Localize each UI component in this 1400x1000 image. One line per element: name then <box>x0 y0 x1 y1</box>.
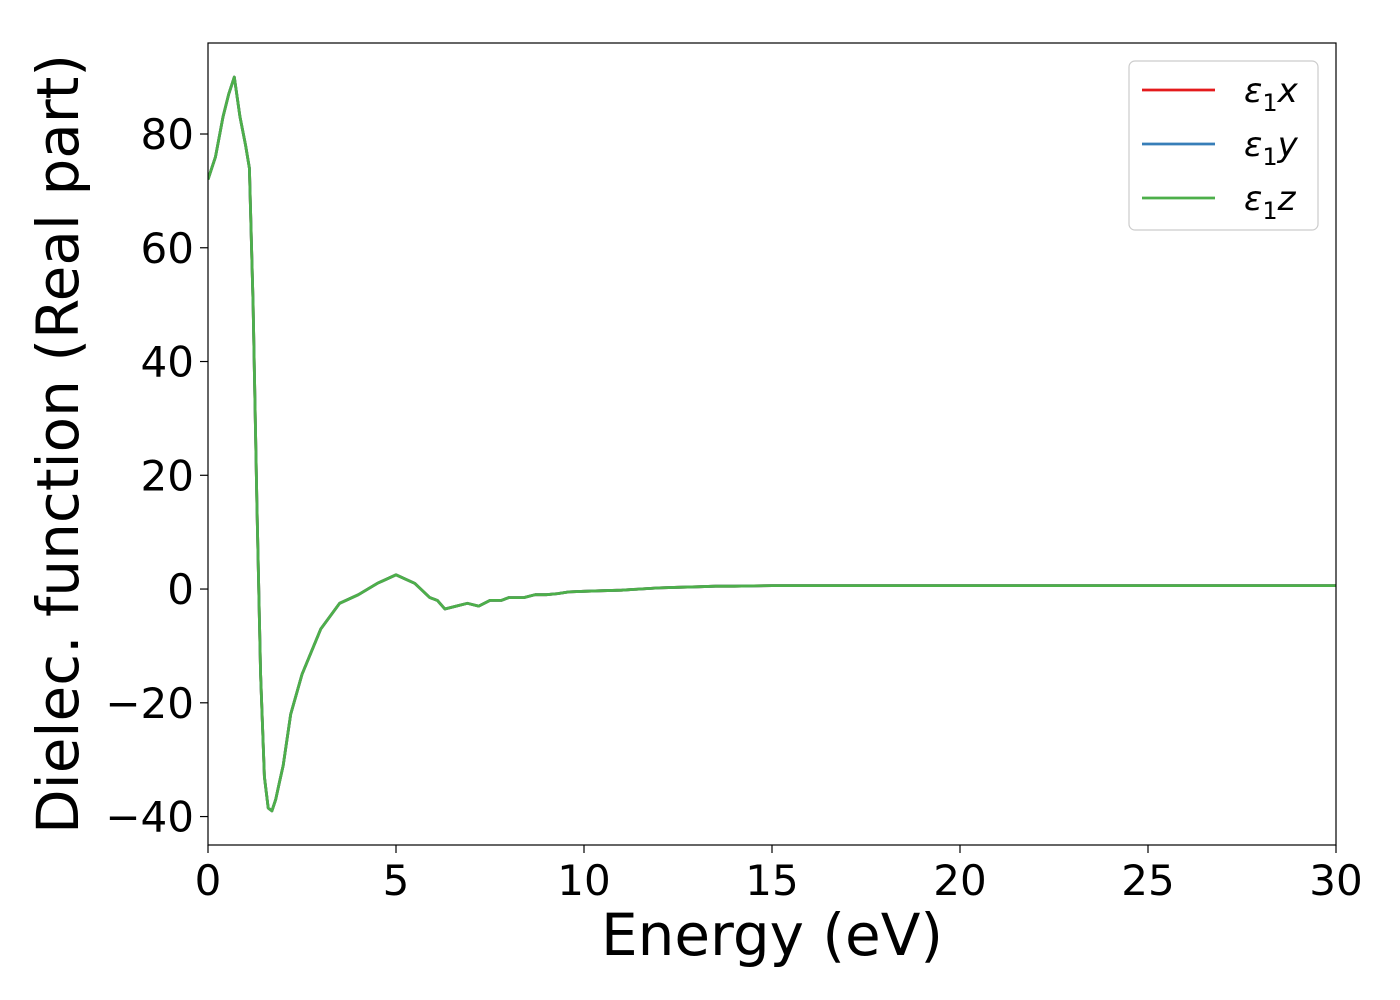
y-tick-label: −40 <box>105 793 194 842</box>
x-tick-label: 5 <box>383 856 410 905</box>
x-tick-label: 30 <box>1309 856 1362 905</box>
y-tick-label: 80 <box>141 110 194 159</box>
legend-label: ε1x <box>1244 71 1299 117</box>
y-ticks: −40 −20 0 20 40 60 80 <box>105 110 208 842</box>
x-tick-label: 25 <box>1121 856 1174 905</box>
series-layer <box>208 75 1336 813</box>
x-tick-label: 20 <box>933 856 986 905</box>
x-tick-label: 0 <box>195 856 222 905</box>
y-tick-label: 20 <box>141 451 194 500</box>
x-tick-label: 15 <box>745 856 798 905</box>
series-line-ε₁z <box>208 75 1336 813</box>
x-ticks: 0 5 10 15 20 25 30 <box>195 845 1363 905</box>
y-tick-label: 0 <box>167 565 194 614</box>
legend: ε1x ε1y ε1z <box>1128 60 1319 231</box>
x-axis-label: Energy (eV) <box>601 901 943 969</box>
y-tick-label: 40 <box>141 338 194 387</box>
legend-label: ε1z <box>1244 179 1297 225</box>
x-tick-label: 10 <box>557 856 610 905</box>
legend-box <box>1128 60 1319 231</box>
y-tick-label: −20 <box>105 679 194 728</box>
y-tick-label: 60 <box>141 224 194 273</box>
y-axis-label: Dielec. function (Real part) <box>24 54 92 834</box>
legend-label: ε1y <box>1244 125 1299 171</box>
